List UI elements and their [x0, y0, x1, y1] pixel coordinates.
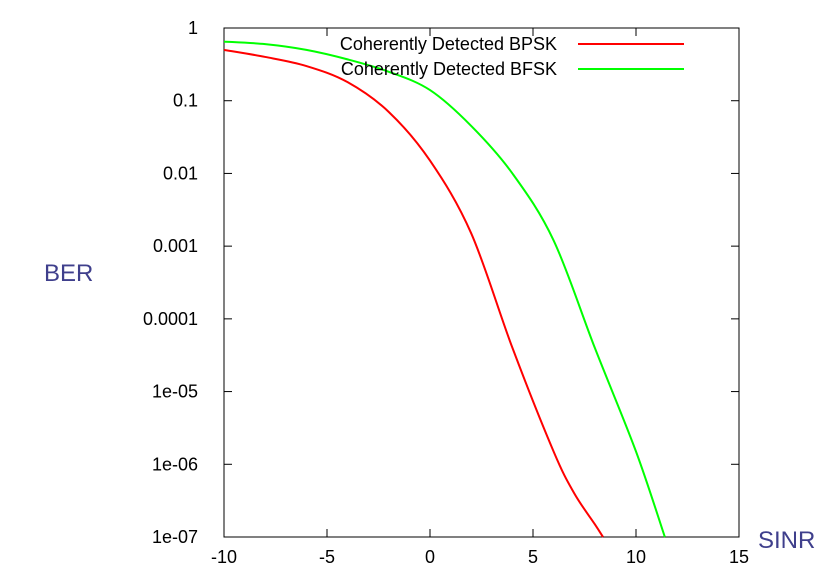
y-tick-label: 0.0001	[143, 309, 198, 329]
y-tick-label: 1e-05	[152, 382, 198, 402]
series-line-bpsk	[223, 48, 604, 538]
y-tick-label: 0.1	[173, 91, 198, 111]
series-layer	[223, 40, 666, 538]
x-tick-label: 15	[729, 547, 749, 567]
x-tick-label: -5	[319, 547, 335, 567]
x-tick-label: -10	[211, 547, 237, 567]
series-line-bfsk	[223, 40, 666, 538]
x-tick-label: 10	[626, 547, 646, 567]
x-axis-label: SINR	[758, 527, 815, 554]
x-tick-label: 0	[425, 547, 435, 567]
y-tick-label: 0.01	[163, 163, 198, 183]
y-tick-label: 1e-07	[152, 527, 198, 547]
y-tick-label: 1e-06	[152, 454, 198, 474]
ticks-layer: -10 -5 0 5 10 15 1 0.1 0.01 0.001 0.0001 1e-05 1e-06…	[143, 18, 749, 567]
y-axis-label: BER	[44, 260, 93, 287]
legend: Coherently Detected BPSK Coherently Detec…	[340, 34, 684, 79]
legend-label: Coherently Detected BPSK	[340, 34, 557, 54]
plot-frame	[223, 27, 740, 538]
legend-label: Coherently Detected BFSK	[341, 59, 557, 79]
y-tick-label: 1	[188, 18, 198, 38]
y-tick-label: 0.001	[153, 236, 198, 256]
x-tick-label: 5	[528, 547, 538, 567]
